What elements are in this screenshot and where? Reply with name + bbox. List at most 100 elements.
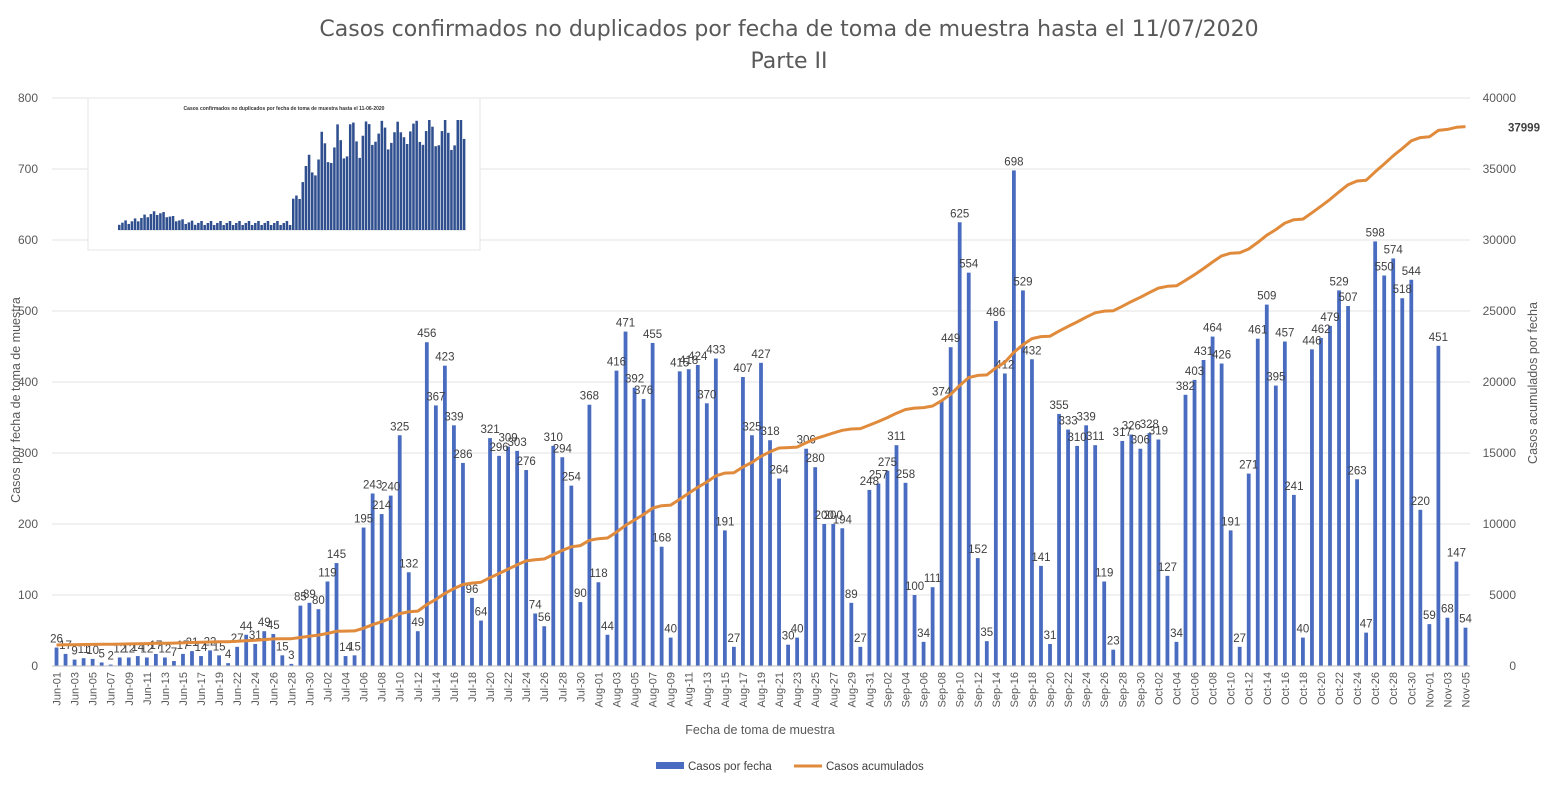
x-tick-label: Nov-01 — [1424, 672, 1436, 707]
inset-bar — [155, 215, 159, 230]
inset-bar — [146, 217, 150, 230]
x-tick-label: Aug-01 — [593, 672, 605, 707]
bar-value-label: 7 — [171, 647, 177, 659]
inset-bar — [159, 213, 162, 230]
bar — [795, 637, 800, 666]
bar — [659, 546, 664, 666]
cumulative-last-label: 37999 — [1508, 122, 1540, 134]
x-tick-label: Aug-09 — [666, 672, 678, 707]
inset-bar — [367, 124, 371, 230]
x-tick-label: Jun-19 — [214, 672, 226, 706]
inset-bar — [326, 162, 330, 230]
x-tick-label: Jun-03 — [70, 672, 82, 706]
bar-value-label: 248 — [860, 476, 879, 488]
x-tick-label: Oct-16 — [1280, 672, 1292, 705]
bar — [262, 631, 267, 666]
bar — [442, 365, 447, 666]
bar-value-label: 89 — [303, 589, 316, 601]
inset-bar — [247, 221, 251, 230]
y-left-tick-label: 500 — [18, 304, 38, 318]
inset-bar — [121, 222, 124, 230]
inset-bar — [421, 144, 425, 230]
bar-value-label: 119 — [318, 568, 336, 580]
y-right-tick-label: 0 — [1509, 659, 1516, 673]
inset-bar — [453, 145, 456, 230]
bar — [117, 657, 122, 666]
bar-value-label: 141 — [1031, 552, 1050, 564]
bar — [307, 602, 312, 666]
bar — [777, 478, 781, 666]
bar — [975, 558, 980, 666]
inset-title: Casos confirmados no duplicados por fech… — [184, 106, 385, 112]
bar — [1273, 385, 1278, 666]
x-tick-label: Oct-10 — [1226, 672, 1238, 705]
bar-value-label: 27 — [231, 633, 244, 645]
bar — [1400, 298, 1405, 666]
bar-value-label: 44 — [240, 621, 253, 633]
x-tick-label: Sep-10 — [955, 672, 967, 707]
x-tick-label: Jul-16 — [449, 672, 461, 702]
inset-bar — [282, 223, 286, 230]
bar — [614, 370, 619, 666]
inset-bar — [320, 131, 324, 230]
bar — [1246, 473, 1251, 666]
bar-value-label: 276 — [517, 456, 536, 468]
inset-bar — [399, 132, 403, 230]
bar-value-label: 355 — [1049, 400, 1068, 412]
bar — [1391, 258, 1396, 666]
x-tick-label: Jun-09 — [124, 672, 136, 706]
bar — [1066, 429, 1070, 666]
bar — [1364, 632, 1369, 666]
bar-value-label: 34 — [1170, 628, 1183, 640]
bar-value-label: 486 — [986, 307, 1005, 319]
inset-bar — [187, 222, 191, 230]
bar-value-label: 191 — [1221, 516, 1240, 528]
x-tick-label: Nov-03 — [1442, 672, 1454, 707]
inset-bar — [184, 223, 187, 230]
x-tick-label: Jul-24 — [521, 672, 533, 702]
bar — [686, 369, 691, 666]
inset-bar — [380, 120, 384, 230]
inset-bar — [345, 156, 349, 230]
bar-value-label: 35 — [980, 627, 993, 639]
bar — [1002, 373, 1007, 666]
bar-value-label: 119 — [1095, 568, 1113, 580]
bar-value-label: 446 — [1302, 335, 1321, 347]
x-tick-label: Aug-31 — [864, 672, 876, 707]
inset-bar — [279, 225, 282, 230]
inset-bar — [225, 222, 229, 230]
bar-value-label: 544 — [1402, 266, 1422, 278]
bar-value-label: 625 — [950, 208, 969, 220]
x-tick-label: Jun-24 — [250, 672, 262, 706]
inset-bar — [171, 216, 175, 230]
inset-bar — [355, 141, 358, 230]
bar-value-label: 12 — [140, 643, 153, 655]
bar — [1328, 325, 1332, 666]
x-tick-label: Jun-17 — [196, 672, 208, 706]
x-tick-label: Sep-04 — [901, 672, 913, 707]
x-tick-label: Aug-23 — [792, 672, 804, 707]
bar-value-label: 80 — [312, 595, 325, 607]
bar — [1129, 434, 1134, 666]
x-tick-label: Jul-10 — [395, 672, 407, 702]
x-tick-label: Aug-21 — [774, 672, 786, 707]
x-tick-label: Oct-02 — [1153, 672, 1165, 705]
bar — [1319, 337, 1323, 666]
bar — [1373, 241, 1378, 667]
inset-bar — [266, 221, 270, 230]
bar — [235, 646, 240, 666]
bar-value-label: 49 — [258, 617, 271, 629]
bar-value-label: 214 — [372, 500, 392, 512]
bar — [135, 656, 140, 666]
x-tick-label: Jun-26 — [268, 672, 280, 706]
inset-bar — [323, 143, 327, 230]
y-right-tick-label: 30000 — [1483, 233, 1517, 247]
inset-bar — [440, 131, 444, 230]
bar-value-label: 457 — [1275, 328, 1294, 340]
inset-bar — [193, 224, 197, 230]
bar — [1346, 306, 1350, 666]
inset-bar — [412, 123, 415, 230]
bar-value-label: 3 — [288, 650, 294, 662]
bar — [1075, 445, 1080, 666]
inset-bar — [396, 121, 399, 230]
